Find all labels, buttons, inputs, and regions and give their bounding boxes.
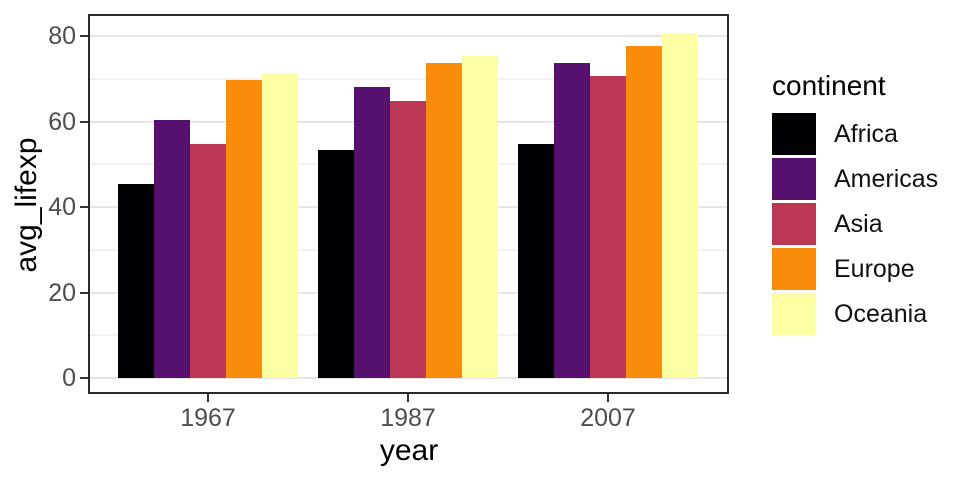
x-tick-label-2007: 2007 [580, 404, 636, 432]
legend-label-americas: Americas [834, 164, 939, 193]
y-tick-label-40: 40 [48, 193, 76, 221]
legend-entry-americas: Americas [772, 158, 938, 200]
legend-key-europe [772, 248, 816, 290]
x-tick-mark-1987 [407, 394, 409, 402]
legend-key-americas [772, 158, 816, 200]
y-tick-mark-20 [80, 291, 88, 294]
x-tick-label-1967: 1967 [180, 404, 236, 432]
bar-group-2007 [518, 33, 698, 378]
x-tick-mark-2007 [607, 394, 609, 402]
plot-panel [88, 14, 729, 394]
bar-group-1967 [118, 73, 298, 378]
y-tick-mark-40 [80, 206, 88, 208]
bar-europe-1967 [226, 80, 262, 378]
y-tick-label-0: 0 [62, 364, 76, 392]
bar-oceania-1967 [262, 73, 298, 378]
bar-group-1987 [318, 56, 498, 378]
legend-label-asia: Asia [834, 209, 883, 238]
bar-europe-2007 [626, 46, 662, 378]
legend-key-asia [772, 203, 816, 245]
legend-entry-africa: Africa [772, 113, 938, 155]
legend-key-oceania [772, 293, 816, 335]
x-tick-label-1987: 1987 [380, 404, 436, 432]
legend-title: continent [772, 70, 886, 101]
gridline-minor-70 [90, 77, 727, 80]
bar-africa-1967 [118, 184, 154, 378]
legend: continent Africa Americas Asia Europe Oceani… [772, 70, 938, 335]
bar-oceania-1987 [462, 56, 498, 378]
bar-americas-1987 [354, 87, 390, 378]
y-tick-mark-80 [80, 35, 88, 37]
bar-americas-1967 [154, 120, 190, 378]
bar-americas-2007 [554, 63, 590, 378]
gridline-major-0 [90, 377, 727, 379]
x-tick-mark-1967 [207, 394, 209, 402]
legend-entry-oceania: Oceania [772, 293, 938, 335]
gridline-major-80 [90, 35, 727, 37]
bar-europe-1987 [426, 63, 462, 378]
bar-asia-1967 [190, 144, 226, 378]
y-tick-label-60: 60 [48, 107, 76, 136]
legend-entries: Africa Americas Asia Europe Oceania [772, 113, 938, 335]
legend-label-oceania: Oceania [834, 299, 928, 328]
legend-label-africa: Africa [834, 119, 898, 148]
x-axis-title: year [379, 434, 439, 467]
bar-africa-1987 [318, 150, 354, 378]
legend-entry-europe: Europe [772, 248, 938, 290]
bar-africa-2007 [518, 144, 554, 378]
y-tick-label-20: 20 [48, 278, 76, 307]
legend-key-africa [772, 113, 816, 155]
legend-entry-asia: Asia [772, 203, 938, 245]
bar-asia-1987 [390, 101, 426, 378]
legend-label-europe: Europe [834, 254, 915, 283]
y-tick-mark-60 [80, 120, 88, 123]
y-tick-label-80: 80 [48, 22, 76, 50]
bar-oceania-2007 [662, 33, 698, 378]
bar-asia-2007 [590, 76, 626, 378]
y-tick-mark-0 [80, 377, 88, 379]
